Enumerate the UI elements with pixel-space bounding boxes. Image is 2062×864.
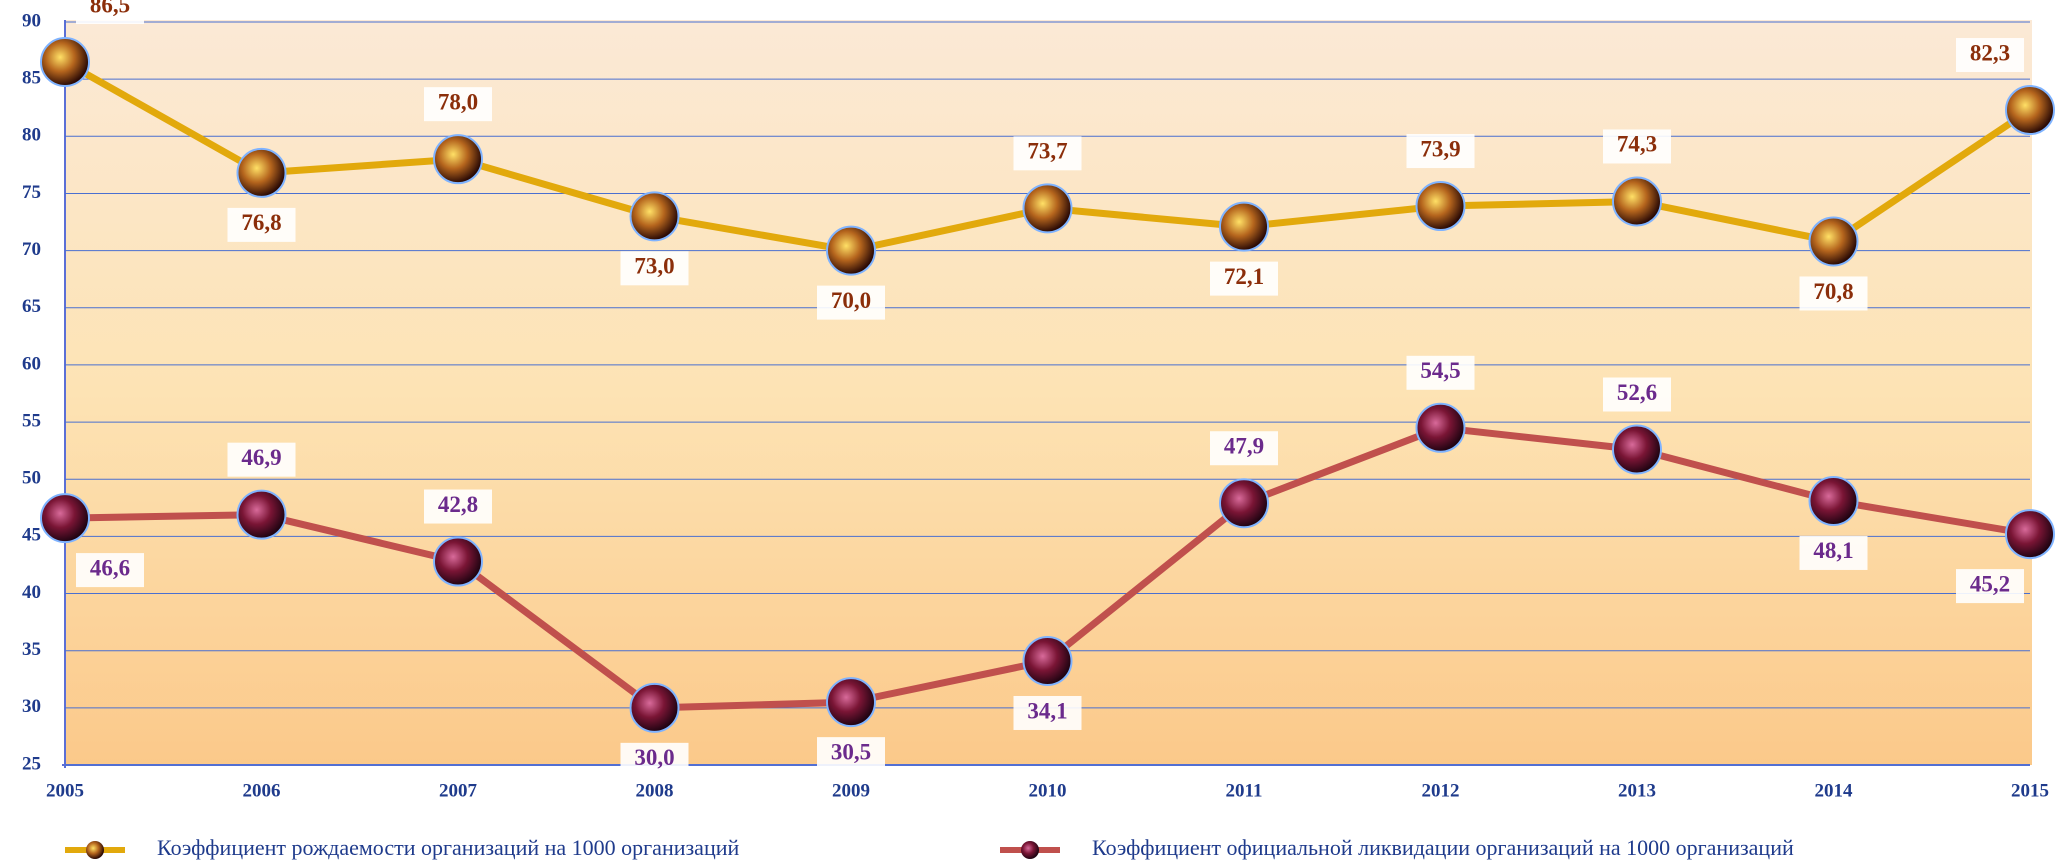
marker [1613, 426, 1661, 474]
x-tick-label: 2005 [46, 780, 84, 801]
value-label: 70,8 [1813, 279, 1853, 304]
marker [434, 538, 482, 586]
value-label: 73,7 [1027, 139, 1067, 164]
x-tick-label: 2007 [439, 780, 478, 801]
value-label: 30,0 [634, 745, 674, 770]
marker [238, 149, 286, 197]
marker [2006, 510, 2054, 558]
x-tick-label: 2013 [1618, 780, 1656, 801]
marker [1810, 477, 1858, 525]
x-tick-label: 2006 [243, 780, 281, 801]
marker [827, 678, 875, 726]
marker [1024, 637, 1072, 685]
value-label: 30,5 [831, 739, 871, 764]
y-tick-label: 30 [22, 696, 41, 717]
value-label: 78,0 [438, 89, 478, 114]
x-tick-label: 2015 [2011, 780, 2049, 801]
marker [1417, 404, 1465, 452]
legend-marker [1021, 841, 1039, 859]
y-tick-label: 55 [22, 410, 41, 431]
y-tick-label: 75 [22, 182, 41, 203]
value-label: 86,5 [90, 0, 130, 17]
y-tick-label: 40 [22, 582, 41, 603]
value-label: 74,3 [1617, 132, 1657, 157]
marker [41, 494, 89, 542]
value-label: 73,9 [1420, 136, 1460, 161]
marker [827, 227, 875, 275]
value-label: 46,9 [241, 445, 281, 470]
x-tick-label: 2010 [1029, 780, 1067, 801]
y-tick-label: 85 [22, 68, 41, 89]
marker [2006, 86, 2054, 134]
value-label: 47,9 [1224, 434, 1264, 459]
value-label: 82,3 [1970, 40, 2010, 65]
marker [1613, 177, 1661, 225]
y-tick-label: 45 [22, 525, 41, 546]
y-tick-label: 35 [22, 639, 41, 660]
marker [1220, 203, 1268, 251]
y-tick-label: 25 [22, 753, 41, 774]
marker [41, 38, 89, 86]
value-label: 45,2 [1970, 571, 2010, 596]
value-label: 52,6 [1617, 380, 1657, 405]
marker [1810, 217, 1858, 265]
x-tick-label: 2012 [1422, 780, 1460, 801]
y-tick-label: 50 [22, 468, 41, 489]
legend-marker [86, 841, 104, 859]
y-tick-label: 90 [22, 10, 41, 31]
value-label: 73,0 [634, 254, 674, 279]
value-label: 46,6 [90, 555, 130, 580]
x-tick-label: 2009 [832, 780, 870, 801]
y-tick-label: 60 [22, 353, 41, 374]
x-tick-label: 2011 [1226, 780, 1263, 801]
marker [1417, 182, 1465, 230]
x-tick-label: 2014 [1815, 780, 1854, 801]
marker [238, 491, 286, 539]
value-label: 34,1 [1027, 698, 1067, 723]
marker [631, 192, 679, 240]
chart: 25 30 35 40 45 50 55 60 65 70 75 80 85 90 2005 2006 2007… [0, 0, 2062, 864]
value-label: 42,8 [438, 492, 478, 517]
value-label: 54,5 [1420, 358, 1460, 383]
y-tick-label: 70 [22, 239, 41, 260]
x-tick-label: 2008 [636, 780, 674, 801]
legend-label: Коэффициент официальной ликвидации орган… [1092, 835, 1794, 860]
marker [1024, 184, 1072, 232]
value-label: 70,0 [831, 288, 871, 313]
marker [434, 135, 482, 183]
marker [631, 684, 679, 732]
marker [1220, 479, 1268, 527]
legend-label: Коэффициент рождаемости организаций на 1… [157, 835, 739, 860]
y-tick-label: 65 [22, 296, 41, 317]
value-label: 72,1 [1224, 264, 1264, 289]
value-label: 48,1 [1813, 538, 1853, 563]
y-tick-label: 80 [22, 125, 41, 146]
value-label: 76,8 [241, 210, 281, 235]
